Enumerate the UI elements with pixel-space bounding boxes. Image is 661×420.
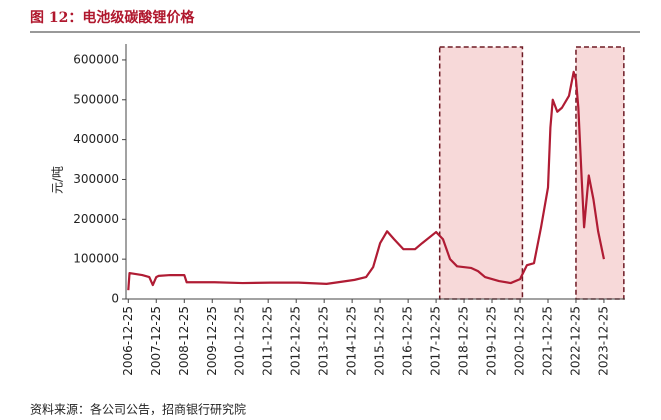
x-tick-label: 2013-12-25 [317,306,331,376]
highlight-range [575,46,625,300]
y-tick-label: 0 [111,292,119,306]
price-line [127,70,606,291]
x-tick-label: 2018-12-25 [457,306,471,376]
x-tick-label: 2008-12-25 [177,306,191,376]
x-tick-label: 2022-12-25 [568,306,582,376]
x-tick-label: 2009-12-25 [205,306,219,376]
x-tick-label: 2007-12-25 [149,306,163,376]
x-tick-label: 2011-12-25 [261,306,275,376]
x-tick-label: 2015-12-25 [373,306,387,376]
x-tick-label: 2019-12-25 [485,306,499,376]
source-note: 资料来源：各公司公告，招商银行研究院 [30,402,246,417]
x-tick-label: 2012-12-25 [289,306,303,376]
y-tick-label: 300000 [73,172,119,186]
x-tick-label: 2020-12-25 [513,306,527,376]
y-tick-label: 200000 [73,212,119,226]
x-tick-label: 2023-12-25 [596,306,610,376]
y-tick-label: 100000 [73,252,119,266]
x-tick-label: 2010-12-25 [233,306,247,376]
y-tick-label: 500000 [73,92,119,106]
x-tick-label: 2006-12-25 [121,306,135,376]
y-axis-label: 元/吨 [51,166,65,194]
x-tick-label: 2021-12-25 [541,306,555,376]
x-tick-label: 2016-12-25 [401,306,415,376]
chart-title: 图 12：电池级碳酸锂价格 [30,9,195,26]
y-tick-label: 400000 [73,132,119,146]
y-tick-label: 600000 [73,52,119,66]
x-tick-label: 2014-12-25 [345,306,359,376]
highlight-range [438,46,524,300]
x-tick-label: 2017-12-25 [429,306,443,376]
